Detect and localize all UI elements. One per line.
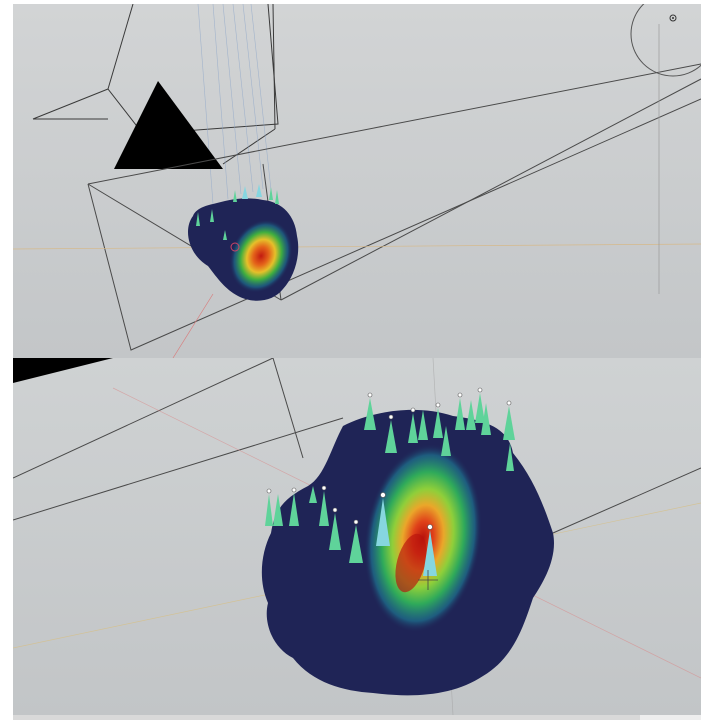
viewport-bottom[interactable] bbox=[13, 358, 701, 715]
marker-cone-icon[interactable] bbox=[223, 230, 227, 240]
marker-cone-icon[interactable] bbox=[273, 494, 283, 526]
marker-cone-icon[interactable] bbox=[233, 190, 237, 202]
marker-cone-icon[interactable] bbox=[289, 487, 299, 526]
viewport-background bbox=[13, 4, 701, 358]
marker-cone-icon[interactable] bbox=[269, 187, 273, 200]
markers-bottom[interactable] bbox=[265, 387, 515, 577]
marker-cone-icon[interactable] bbox=[433, 402, 443, 438]
terrain-mesh[interactable] bbox=[261, 409, 554, 696]
marker-cone-icon[interactable] bbox=[349, 519, 363, 563]
terrain-mesh[interactable] bbox=[188, 198, 304, 303]
marker-cone-icon[interactable] bbox=[376, 492, 390, 547]
viewport-top-canvas[interactable] bbox=[13, 4, 701, 358]
marker-cone-icon[interactable] bbox=[481, 403, 491, 435]
marker-cone-icon[interactable] bbox=[506, 443, 514, 471]
marker-cone-icon[interactable] bbox=[242, 186, 248, 199]
marker-cone-icon[interactable] bbox=[418, 410, 428, 440]
status-strip-right bbox=[640, 715, 701, 720]
marker-cone-icon[interactable] bbox=[319, 485, 329, 526]
marker-cone-icon[interactable] bbox=[385, 414, 397, 453]
markers-top[interactable] bbox=[196, 184, 279, 240]
marker-cone-icon[interactable] bbox=[309, 486, 317, 503]
marker-cone-icon[interactable] bbox=[475, 387, 485, 423]
marker-cone-icon[interactable] bbox=[275, 190, 279, 204]
marker-cone-icon[interactable] bbox=[210, 209, 214, 222]
marker-cone-icon[interactable] bbox=[466, 400, 476, 430]
viewport-bottom-canvas[interactable] bbox=[13, 358, 701, 715]
grid-axis-lines bbox=[13, 24, 701, 358]
viewport-top[interactable] bbox=[13, 4, 701, 358]
marker-cone-icon[interactable] bbox=[408, 407, 418, 443]
marker-cone-icon[interactable] bbox=[256, 184, 262, 197]
projection-lines bbox=[197, 4, 272, 205]
marker-cone-icon[interactable] bbox=[329, 507, 341, 550]
marker-cone-icon[interactable] bbox=[265, 488, 273, 526]
marker-cone-icon[interactable] bbox=[455, 392, 465, 430]
marker-cone-icon[interactable] bbox=[364, 392, 376, 430]
status-strip bbox=[13, 715, 701, 720]
light-edge-shape bbox=[13, 358, 113, 383]
marker-cone-icon[interactable] bbox=[423, 524, 437, 577]
marker-cone-icon[interactable] bbox=[441, 426, 451, 456]
light-sun-icon[interactable] bbox=[114, 81, 223, 169]
view-frame bbox=[13, 358, 701, 534]
origin-dot-icon[interactable] bbox=[418, 570, 438, 590]
marker-cone-icon[interactable] bbox=[196, 212, 200, 226]
marker-cone-icon[interactable] bbox=[503, 400, 515, 440]
light-sun-icon[interactable] bbox=[630, 4, 701, 77]
